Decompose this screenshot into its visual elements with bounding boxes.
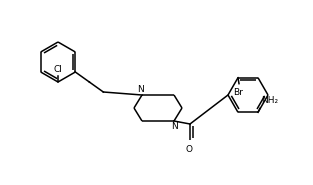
Text: Br: Br	[233, 88, 243, 97]
Text: O: O	[186, 145, 192, 154]
Text: Cl: Cl	[54, 65, 62, 74]
Text: N: N	[172, 122, 178, 131]
Text: N: N	[138, 85, 144, 94]
Text: NH₂: NH₂	[261, 96, 278, 105]
